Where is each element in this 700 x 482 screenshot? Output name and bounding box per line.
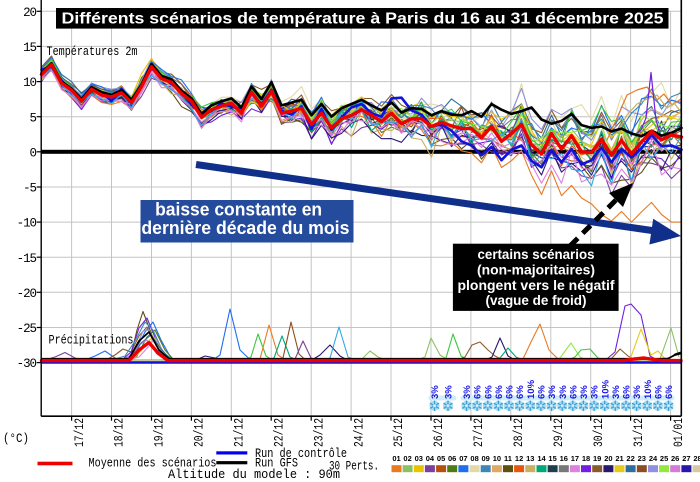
svg-text:3%: 3% <box>547 385 558 399</box>
svg-text:Run GFS: Run GFS <box>255 456 298 470</box>
svg-text:10%: 10% <box>643 379 654 399</box>
svg-text:21/12: 21/12 <box>233 418 247 447</box>
svg-text:10: 10 <box>23 76 36 90</box>
svg-text:3%: 3% <box>444 385 455 399</box>
svg-text:3%: 3% <box>590 385 601 399</box>
svg-text:dernière décade du mois: dernière décade du mois <box>141 218 349 238</box>
svg-text:(°C): (°C) <box>3 432 29 446</box>
svg-text:3%: 3% <box>558 385 569 399</box>
svg-text:baisse constante en: baisse constante en <box>155 200 322 220</box>
svg-text:28/12: 28/12 <box>512 418 526 447</box>
svg-text:23/12: 23/12 <box>312 418 326 447</box>
svg-text:19/12: 19/12 <box>153 418 167 447</box>
svg-text:(vague de froid): (vague de froid) <box>486 293 587 308</box>
svg-text:15: 15 <box>548 454 556 463</box>
svg-text:16: 16 <box>560 454 568 463</box>
svg-text:22: 22 <box>626 454 634 463</box>
svg-text:-15: -15 <box>17 252 37 266</box>
svg-text:06: 06 <box>448 454 456 463</box>
svg-text:11: 11 <box>504 454 512 463</box>
svg-text:6%: 6% <box>537 385 548 399</box>
svg-text:-25: -25 <box>17 322 37 336</box>
svg-text:26: 26 <box>671 454 679 463</box>
svg-text:plongent vers le négatif: plongent vers le négatif <box>458 278 616 293</box>
svg-text:30/12: 30/12 <box>592 418 606 447</box>
svg-text:6%: 6% <box>494 385 505 399</box>
svg-text:3%: 3% <box>430 385 441 399</box>
svg-text:02: 02 <box>403 454 411 463</box>
svg-text:31/12: 31/12 <box>632 418 646 447</box>
svg-text:-30: -30 <box>17 357 37 371</box>
svg-text:3%: 3% <box>611 385 622 399</box>
svg-text:21: 21 <box>615 454 623 463</box>
svg-text:25/12: 25/12 <box>392 418 406 447</box>
svg-text:6%: 6% <box>622 385 633 399</box>
svg-text:-5: -5 <box>23 182 36 196</box>
svg-text:Altitude du modele : 90m: Altitude du modele : 90m <box>168 468 340 482</box>
svg-text:15: 15 <box>23 41 36 55</box>
svg-text:-10: -10 <box>17 217 37 231</box>
svg-text:07: 07 <box>459 454 467 463</box>
svg-text:6%: 6% <box>505 385 516 399</box>
svg-text:25: 25 <box>660 454 668 463</box>
svg-text:Run de contrôle: Run de contrôle <box>255 447 347 461</box>
svg-text:27: 27 <box>682 454 690 463</box>
svg-text:10%: 10% <box>526 379 537 399</box>
svg-text:28: 28 <box>693 454 700 463</box>
svg-text:17/12: 17/12 <box>73 418 87 447</box>
svg-text:18: 18 <box>582 454 590 463</box>
svg-text:30 Perts.: 30 Perts. <box>329 459 379 473</box>
svg-text:10%: 10% <box>600 379 611 399</box>
svg-text:10: 10 <box>493 454 501 463</box>
svg-text:6%: 6% <box>515 385 526 399</box>
svg-text:19: 19 <box>593 454 601 463</box>
svg-text:5: 5 <box>30 111 37 125</box>
svg-text:(non-majoritaires): (non-majoritaires) <box>477 263 595 278</box>
svg-text:Différents scénarios de tempér: Différents scénarios de température à Pa… <box>62 11 664 28</box>
svg-text:08: 08 <box>470 454 478 463</box>
svg-text:05: 05 <box>437 454 445 463</box>
svg-text:17: 17 <box>571 454 579 463</box>
svg-text:12: 12 <box>515 454 523 463</box>
svg-text:6%: 6% <box>483 385 494 399</box>
svg-text:3%: 3% <box>462 385 473 399</box>
svg-text:6%: 6% <box>568 385 579 399</box>
svg-text:6%: 6% <box>653 385 664 399</box>
svg-text:0: 0 <box>30 146 37 160</box>
svg-text:14: 14 <box>537 454 546 463</box>
svg-text:Températures 2m: Températures 2m <box>47 45 138 59</box>
svg-text:24/12: 24/12 <box>352 418 366 447</box>
svg-text:09: 09 <box>482 454 490 463</box>
svg-text:6%: 6% <box>664 385 675 399</box>
svg-text:01/01: 01/01 <box>672 418 686 447</box>
svg-text:Moyenne des scénarios: Moyenne des scénarios <box>89 456 217 470</box>
svg-text:20/12: 20/12 <box>193 418 207 447</box>
svg-text:23: 23 <box>638 454 646 463</box>
svg-text:18/12: 18/12 <box>113 418 127 447</box>
svg-text:13: 13 <box>526 454 534 463</box>
svg-text:6%: 6% <box>473 385 484 399</box>
svg-text:26/12: 26/12 <box>432 418 446 447</box>
svg-text:3%: 3% <box>632 385 643 399</box>
svg-text:01: 01 <box>392 454 400 463</box>
svg-text:-20: -20 <box>17 287 37 301</box>
svg-text:certains scénarios: certains scénarios <box>478 247 595 262</box>
svg-text:29/12: 29/12 <box>552 418 566 447</box>
svg-text:20: 20 <box>604 454 612 463</box>
svg-text:3%: 3% <box>579 385 590 399</box>
svg-text:04: 04 <box>426 454 435 463</box>
svg-text:27/12: 27/12 <box>472 418 486 447</box>
svg-text:03: 03 <box>415 454 423 463</box>
svg-text:20: 20 <box>23 6 36 20</box>
svg-text:22/12: 22/12 <box>272 418 286 447</box>
svg-text:24: 24 <box>649 454 658 463</box>
svg-text:Précipitations: Précipitations <box>49 334 134 348</box>
